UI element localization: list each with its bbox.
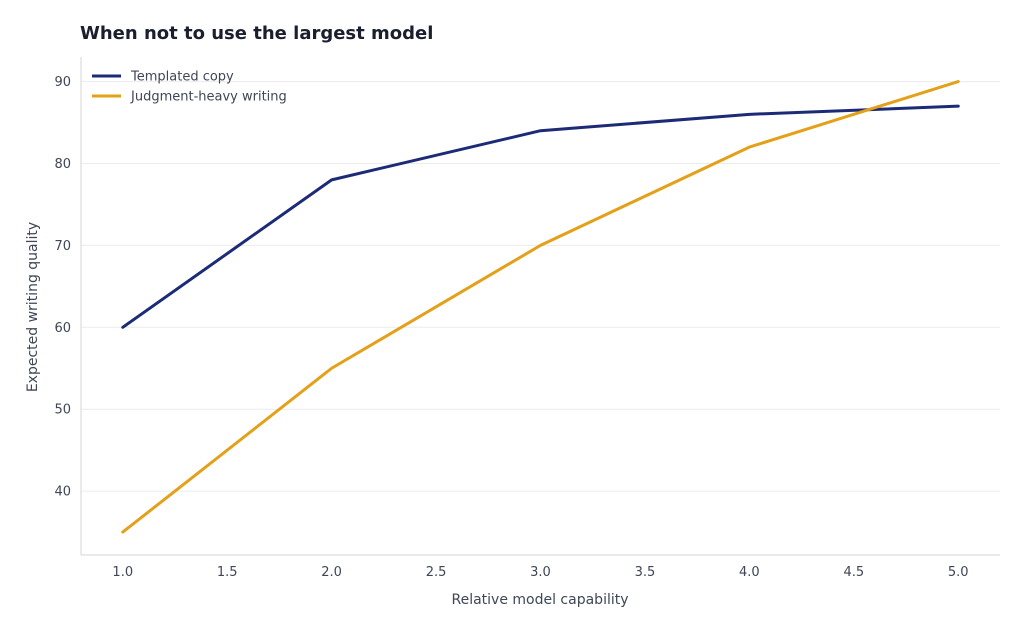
gridlines	[81, 81, 1000, 492]
y-tick-label: 40	[54, 485, 71, 500]
x-tick-label: 4.5	[843, 565, 864, 580]
y-axis-label: Expected writing quality	[25, 222, 41, 392]
chart-title: When not to use the largest model	[80, 23, 433, 44]
x-tick-label: 2.5	[426, 565, 447, 580]
legend-label-1: Templated copy	[130, 70, 234, 85]
x-axis-label: Relative model capability	[451, 592, 628, 608]
y-tick-label: 70	[54, 239, 71, 254]
legend-label-2: Judgment-heavy writing	[130, 90, 287, 105]
series-line-2	[121, 80, 960, 534]
series-line-1	[121, 104, 960, 329]
x-tick-label: 5.0	[948, 565, 969, 580]
legend: Templated copy Judgment-heavy writing	[92, 70, 287, 105]
x-tick-label: 1.0	[112, 565, 133, 580]
x-tick-label: 3.0	[530, 565, 551, 580]
x-tick-label: 3.5	[635, 565, 656, 580]
y-tick-labels: 40 50 60 70 80 90	[54, 75, 71, 500]
x-tick-label: 1.5	[217, 565, 238, 580]
y-tick-label: 60	[54, 321, 71, 336]
x-tick-labels: 1.0 1.5 2.0 2.5 3.0 3.5 4.0 4.5 5.0	[112, 565, 968, 580]
y-tick-label: 90	[54, 75, 71, 90]
series-lines	[121, 80, 960, 534]
y-tick-label: 80	[54, 157, 71, 172]
x-tick-label: 2.0	[321, 565, 342, 580]
y-tick-label: 50	[54, 403, 71, 418]
x-tick-label: 4.0	[739, 565, 760, 580]
